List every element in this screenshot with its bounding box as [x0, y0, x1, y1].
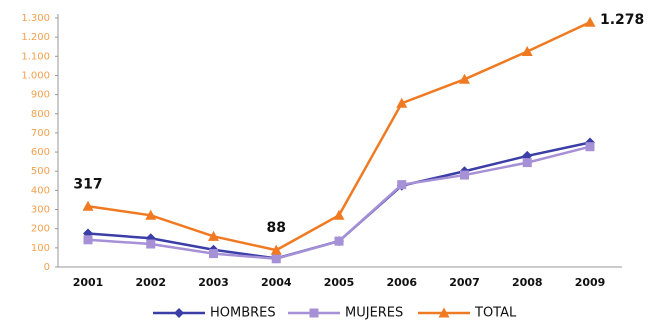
point [82, 200, 94, 211]
point [146, 239, 156, 249]
point [460, 170, 469, 180]
point [145, 209, 157, 220]
point [396, 97, 408, 108]
x-tick-label: 2007 [449, 276, 480, 289]
legend-label: HOMBRES [210, 306, 276, 321]
data-label: 1.278 [600, 12, 644, 28]
legend-marker [174, 308, 184, 318]
point [397, 180, 407, 190]
x-tick-label: 2001 [73, 276, 104, 289]
data-label: 88 [267, 220, 286, 236]
point [585, 142, 595, 152]
point [459, 73, 470, 84]
point [522, 158, 532, 168]
y-tick-label: 500 [31, 166, 50, 177]
legend-label: TOTAL [474, 306, 517, 321]
point [83, 235, 93, 245]
y-tick-label: 200 [31, 224, 50, 235]
y-tick-label: 1.100 [21, 51, 50, 62]
point [521, 46, 533, 57]
point [208, 230, 219, 241]
legend-marker [309, 308, 319, 318]
y-tick-label: 600 [31, 147, 50, 158]
x-tick-label: 2002 [135, 276, 166, 289]
y-tick-label: 1.300 [21, 13, 50, 24]
point [334, 236, 344, 246]
point [270, 244, 282, 255]
legend-label: MUJERES [345, 306, 403, 321]
y-tick-label: 900 [31, 90, 50, 101]
point [209, 249, 218, 259]
data-label: 317 [73, 176, 102, 192]
y-tick-label: 800 [31, 109, 50, 120]
point [271, 254, 281, 264]
point [333, 209, 345, 220]
y-tick-label: 1.000 [21, 70, 50, 81]
x-tick-label: 2003 [198, 276, 229, 289]
y-tick-label: 400 [31, 185, 50, 196]
x-tick-label: 2006 [386, 276, 417, 289]
y-tick-label: 1.200 [21, 32, 50, 43]
x-tick-label: 2009 [575, 276, 606, 289]
legend-marker [438, 307, 450, 318]
y-tick-label: 0 [44, 262, 50, 273]
x-tick-label: 2004 [261, 276, 292, 289]
x-tick-label: 2005 [324, 276, 355, 289]
y-tick-label: 100 [31, 243, 50, 254]
y-tick-label: 700 [31, 128, 50, 139]
y-tick-label: 300 [31, 205, 50, 216]
x-tick-label: 2008 [512, 276, 543, 289]
point [584, 16, 596, 27]
